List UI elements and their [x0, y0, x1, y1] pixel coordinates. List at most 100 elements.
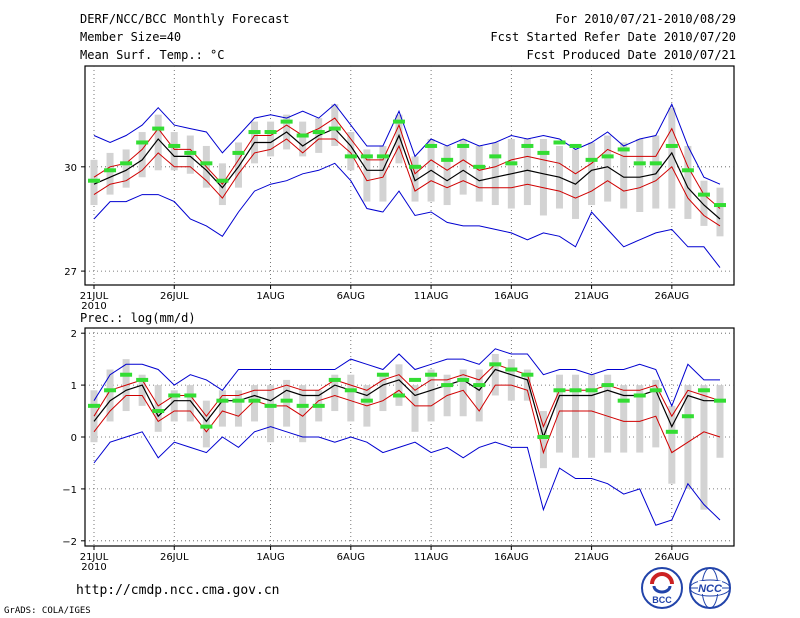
precipitation-spread-box [154, 385, 162, 432]
temperature-member-mark [184, 150, 197, 155]
temperature-member-mark [344, 154, 357, 159]
precipitation-xtick-label: 26AUG [655, 552, 690, 563]
precipitation-member-mark [569, 388, 582, 393]
temperature-member-mark [697, 192, 710, 197]
temperature-xtick-label: 26AUG [655, 291, 690, 302]
precipitation-member-mark [537, 435, 550, 439]
precipitation-spread-box [283, 379, 291, 427]
ncc-logo: NCC [689, 567, 731, 609]
temperature-line-min [93, 162, 721, 268]
temperature-member-mark [376, 154, 389, 159]
precipitation-spread-box [379, 374, 387, 412]
precipitation-ytick-label: 1 [71, 381, 77, 392]
precipitation-member-mark [120, 372, 133, 377]
precipitation-ytick-label: 0 [71, 433, 77, 444]
temperature-spread-box [347, 132, 355, 171]
grads-credit: GrADS: COLA/IGES [4, 606, 91, 616]
precipitation-member-mark [649, 388, 662, 393]
precipitation-spread-box [90, 390, 98, 443]
source-url[interactable]: http://cmdp.ncc.cma.gov.cn [76, 583, 280, 598]
precipitation-member-mark [184, 393, 197, 398]
precipitation-xtick-label: 26JUL [160, 552, 189, 563]
precipitation-line-max [93, 348, 720, 408]
temperature-spread-box [379, 145, 387, 202]
temperature-member-mark [104, 168, 117, 173]
temperature-member-mark [617, 147, 630, 152]
temperature-member-mark [553, 140, 566, 145]
temperature-spread-box [154, 114, 162, 171]
temperature-spread-box [539, 139, 547, 216]
temperature-member-mark [537, 150, 550, 155]
forecast-start-date: Fcst Started Refer Date 2010/07/20 [490, 30, 736, 44]
member-size: Member Size=40 [80, 30, 182, 44]
temperature-spread-box [331, 104, 339, 146]
precipitation-year-label: 2010 [81, 562, 106, 573]
temperature-spread-box [636, 139, 644, 212]
temperature-xtick-label: 11AUG [414, 291, 449, 302]
variable-label-temperature: Mean Surf. Temp.: °C [80, 48, 225, 62]
temperature-spread-box [267, 121, 275, 157]
precipitation-spread-box [700, 385, 708, 510]
temperature-member-mark [505, 161, 518, 166]
precipitation-member-mark [296, 403, 309, 408]
precipitation-member-mark [200, 424, 213, 429]
precipitation-spread-box [234, 390, 242, 427]
temperature-line-mean [93, 127, 721, 220]
temperature-member-mark [264, 130, 277, 135]
precipitation-spread-box [138, 374, 146, 406]
precipitation-spread-box [267, 385, 275, 443]
temperature-member-mark [328, 126, 341, 131]
temperature-spread-box [523, 139, 531, 206]
precipitation-member-mark [232, 398, 245, 403]
temperature-line-max [93, 102, 721, 185]
precipitation-member-mark [136, 377, 149, 382]
precipitation-member-mark [457, 377, 470, 382]
precipitation-panel: 21JUL 26JUL 1AUG 6AUG 11AUG 16AUG 21AUG 26AUG20… [62, 327, 735, 573]
temperature-member-mark [168, 143, 181, 148]
precipitation-member-mark [409, 377, 422, 382]
temperature-spread-box [700, 180, 708, 226]
temperature-member-mark [392, 119, 405, 124]
temperature-member-mark [665, 143, 678, 148]
precipitation-member-mark [344, 388, 357, 393]
temperature-spread-box [475, 145, 483, 202]
precipitation-xtick-label: 21AUG [574, 552, 609, 563]
precipitation-member-mark [601, 383, 614, 388]
precipitation-spread-box [475, 369, 483, 422]
temperature-member-mark [601, 154, 614, 159]
precipitation-spread-box [218, 390, 226, 427]
precipitation-member-mark [425, 372, 438, 377]
precipitation-line-mean [93, 368, 720, 439]
precipitation-spread-box [459, 369, 467, 417]
precipitation-spread-box [620, 385, 628, 453]
precipitation-member-mark [328, 377, 341, 382]
temperature-member-mark [585, 157, 598, 162]
precipitation-member-mark [248, 398, 261, 403]
precipitation-spread-box [684, 385, 692, 489]
precipitation-spread-box [716, 385, 724, 458]
precipitation-spread-box [555, 374, 563, 453]
precipitation-member-mark [88, 403, 100, 408]
temperature-ytick-label: 30 [64, 163, 77, 174]
temperature-spread-box [234, 142, 242, 188]
temperature-member-mark [88, 178, 100, 183]
precipitation-member-mark [665, 429, 678, 434]
precipitation-member-mark [617, 398, 630, 403]
precipitation-spread-box [186, 385, 194, 422]
temperature-member-mark [248, 130, 261, 135]
precipitation-member-mark [505, 367, 518, 372]
precipitation-member-mark [360, 398, 373, 403]
temperature-spread-box [620, 142, 628, 209]
precipitation-spread-box [523, 369, 531, 401]
precipitation-spread-box [604, 374, 612, 453]
temperature-spread-box [363, 149, 371, 202]
temperature-member-mark [409, 164, 422, 169]
temperature-member-mark [200, 161, 213, 166]
precipitation-ytick-label: −1 [62, 485, 77, 496]
temperature-spread-box [459, 139, 467, 195]
temperature-member-mark [360, 154, 373, 159]
precipitation-member-mark [441, 383, 454, 388]
precipitation-member-mark [697, 388, 710, 393]
precipitation-spread-box [539, 411, 547, 469]
precipitation-member-mark [376, 372, 389, 377]
